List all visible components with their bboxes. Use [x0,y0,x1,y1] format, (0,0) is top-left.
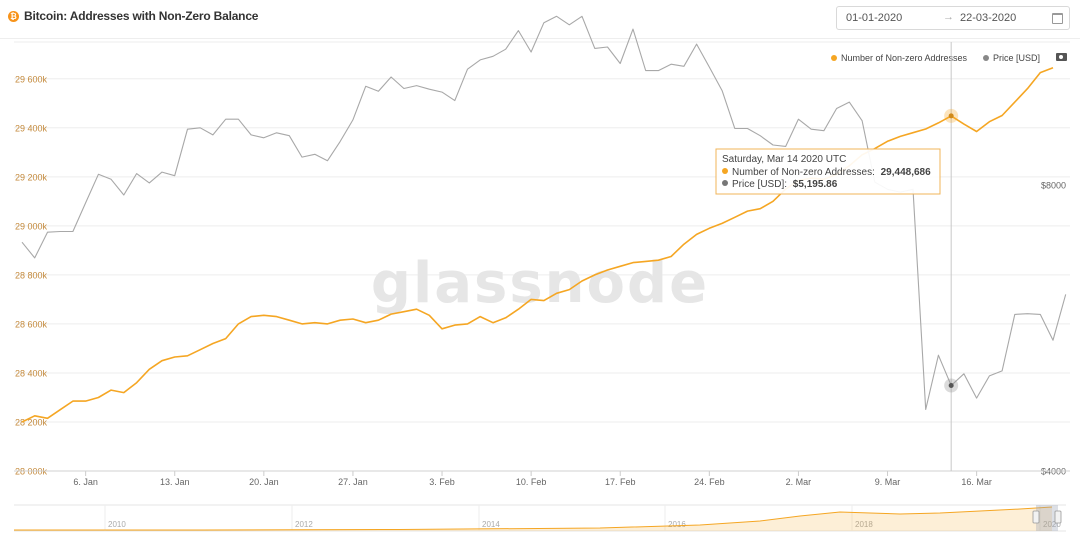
y-left-tick-label: 28 200k [15,417,48,427]
date-to-input[interactable]: 22-03-2020 [960,12,1017,24]
x-tick-label: 20. Jan [249,477,279,487]
watermark: glassnode [371,251,709,316]
y-axis-right: $4000$8000 [1041,181,1066,477]
x-tick-label: 10. Feb [516,477,547,487]
legend-dot-addresses [831,55,837,61]
series-line-addresses [21,66,1054,423]
tooltip-price-label: Price [USD]: [732,179,787,190]
x-tick-label: 27. Jan [338,477,368,487]
x-tick-label: 16. Mar [961,477,992,487]
hover-point-price [948,382,954,388]
x-tick-label: 24. Feb [694,477,725,487]
svg-text:Price [USD]: $5,195.86: Price [USD]: $5,195.86 [732,179,838,190]
y-right-tick-label: $8000 [1041,181,1066,191]
y-left-tick-label: 29 000k [15,221,48,231]
calendar-icon[interactable] [1052,13,1063,24]
bitcoin-icon: ₿ [8,10,19,22]
tooltip-addresses-value: 29,448,686 [881,167,931,178]
chart-header: ₿ Bitcoin: Addresses with Non-Zero Balan… [0,0,1080,38]
navigator-year-label: 2018 [855,520,873,529]
grid-layer [14,41,1070,423]
chart-title: Bitcoin: Addresses with Non-Zero Balance [24,9,259,23]
series-layer [21,15,1067,423]
tooltip-addresses-label: Number of Non-zero Addresses: [732,167,875,178]
navigator-selection[interactable] [1036,505,1058,531]
navigator-year-label: 2016 [668,520,686,529]
navigator-year-label: 2012 [295,520,313,529]
navigator-handle-left[interactable] [1032,510,1040,524]
title-wrap: ₿ Bitcoin: Addresses with Non-Zero Balan… [8,9,258,23]
tooltip: Saturday, Mar 14 2020 UTC Number of Non-… [715,148,941,195]
y-left-tick-label: 28 800k [15,270,48,280]
x-tick-label: 2. Mar [786,477,812,487]
series-line-price [21,15,1067,411]
date-from-input[interactable]: 01-01-2020 [846,12,903,24]
camera-icon[interactable] [1056,53,1067,61]
navigator-year-label: 2010 [108,520,126,529]
legend-item-addresses[interactable]: Number of Non-zero Addresses [831,53,967,63]
navigator-line [14,506,1053,531]
x-axis: 6. Jan 13. Jan 20. Jan 27. Jan 3. Feb 10. Feb… [73,471,992,487]
y-left-tick-label: 28 600k [15,319,48,329]
y-left-tick-label: 29 600k [15,74,48,84]
arrow-right-icon: → [943,11,954,23]
date-range-picker[interactable]: 01-01-2020 → 22-03-2020 [836,6,1070,30]
navigator: 2010 2012 2014 2016 2018 2020 [14,504,1066,532]
x-tick-label: 9. Mar [875,477,901,487]
x-tick-label: 6. Jan [73,477,98,487]
y-left-tick-label: 29 400k [15,123,48,133]
x-tick-label: 13. Jan [160,477,190,487]
hover-point-addresses [948,113,954,119]
y-left-tick-label: 29 200k [15,172,48,182]
tooltip-price-value: $5,195.86 [793,179,838,190]
x-tick-label: 3. Feb [429,477,455,487]
y-left-tick-label: 28 400k [15,368,48,378]
navigator-year-label: 2014 [482,520,500,529]
svg-text:Number of Non-zero Addresses:: Number of Non-zero Addresses: 29,448,686 [732,167,931,178]
legend-item-price[interactable]: Price [USD] [983,53,1040,63]
navigator-handle-right[interactable] [1054,510,1062,524]
marker-layer [944,108,959,393]
tooltip-date: Saturday, Mar 14 2020 UTC [722,154,846,165]
legend-label-addresses: Number of Non-zero Addresses [841,53,968,63]
navigator-area [14,507,1052,531]
x-tick-label: 17. Feb [605,477,636,487]
header-divider [0,38,1080,39]
tooltip-box [715,148,941,195]
legend-dot-price [983,55,989,61]
tooltip-dot-addresses [722,168,728,174]
tooltip-dot-price [722,180,728,186]
legend-label-price: Price [USD] [993,53,1041,63]
navigator-year-label: 2020 [1043,520,1061,529]
